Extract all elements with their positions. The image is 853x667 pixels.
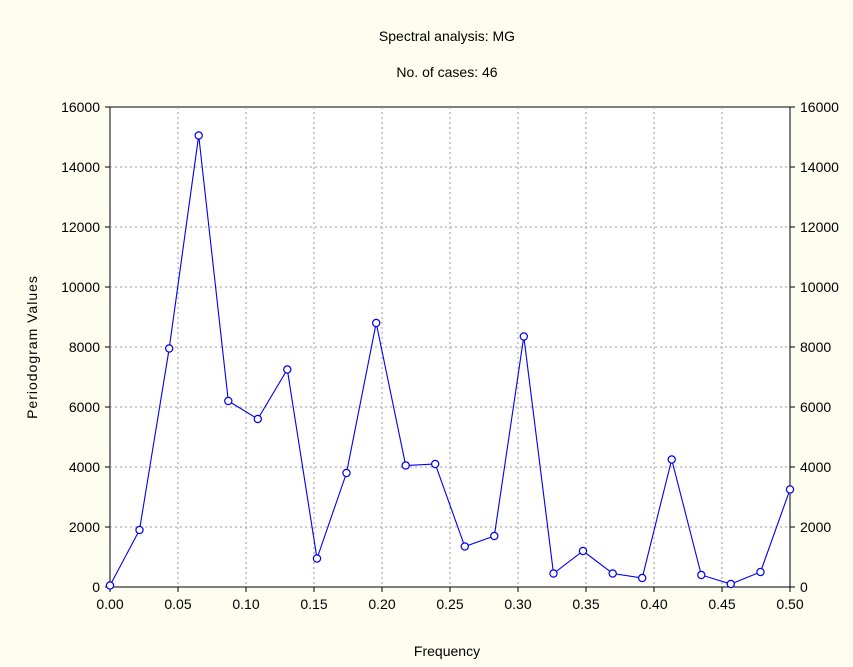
x-tick-label: 0.30 [504, 596, 531, 612]
y-tick-label-left: 10000 [61, 279, 100, 295]
y-tick-labels-left: 0 2000 4000 6000 8000 10000 12000 14000 16000 [61, 99, 100, 595]
x-tick-label: 0.10 [232, 596, 259, 612]
x-tick-label: 0.45 [708, 596, 735, 612]
data-point [756, 567, 765, 577]
data-point [342, 468, 351, 478]
y-tick-label-left: 14000 [61, 159, 100, 175]
x-axis-label: Frequency [414, 643, 480, 659]
y-tick-label-right: 2000 [800, 519, 831, 535]
data-point [549, 569, 558, 578]
data-point [283, 365, 292, 374]
data-point [224, 396, 233, 406]
y-tick-label-left: 2000 [69, 519, 100, 535]
y-tick-label-right: 0 [800, 579, 808, 595]
series-line [109, 135, 791, 586]
data-points [105, 131, 795, 590]
axis-ticks [105, 106, 795, 592]
y-tick-label-left: 8000 [69, 339, 100, 355]
data-point [578, 546, 588, 556]
data-point [401, 461, 410, 470]
data-point [608, 569, 617, 578]
data-point [460, 542, 469, 551]
data-point [135, 525, 144, 535]
data-point [164, 344, 174, 353]
y-tick-label-left: 4000 [69, 459, 100, 475]
y-tick-label-right: 12000 [800, 219, 839, 235]
x-tick-label: 0.25 [436, 596, 463, 612]
data-point [638, 573, 647, 583]
y-tick-label-right: 16000 [800, 99, 839, 115]
y-tick-label-right: 6000 [800, 399, 831, 415]
data-point [726, 579, 736, 589]
chart-subtitle: No. of cases: 46 [396, 64, 497, 80]
y-tick-label-left: 6000 [69, 399, 100, 415]
y-tick-label-left: 12000 [61, 219, 100, 235]
data-point [253, 414, 262, 424]
grid [110, 107, 790, 587]
x-tick-label: 0.05 [164, 596, 191, 612]
chart-title: Spectral analysis: MG [379, 28, 515, 44]
data-point [431, 459, 440, 469]
data-point [785, 485, 795, 494]
y-tick-label-right: 8000 [800, 339, 831, 355]
data-point [667, 455, 676, 464]
data-point [519, 332, 529, 341]
data-point [372, 318, 381, 328]
y-tick-label-left: 16000 [61, 99, 100, 115]
x-tick-label: 0.35 [572, 596, 599, 612]
y-tick-label-right: 10000 [800, 279, 839, 295]
x-tick-label: 0.00 [96, 596, 123, 612]
y-tick-labels-right: 0 2000 4000 6000 8000 10000 12000 14000 16000 [800, 99, 839, 595]
y-tick-label-left: 0 [92, 579, 100, 595]
data-point [697, 570, 706, 580]
y-axis-label: Periodogram Values [24, 275, 40, 419]
data-point [312, 554, 322, 563]
data-point [194, 131, 203, 140]
y-tick-label-right: 14000 [800, 159, 839, 175]
x-tick-label: 0.20 [368, 596, 395, 612]
x-tick-label: 0.15 [300, 596, 327, 612]
x-tick-label: 0.40 [640, 596, 667, 612]
data-point [490, 531, 499, 541]
x-tick-labels: 0.00 0.05 0.10 0.15 0.20 0.25 0.30 0.35 0.40 0.45… [96, 596, 803, 612]
x-tick-label: 0.50 [776, 596, 803, 612]
data-point [105, 581, 115, 590]
y-tick-label-right: 4000 [800, 459, 831, 475]
